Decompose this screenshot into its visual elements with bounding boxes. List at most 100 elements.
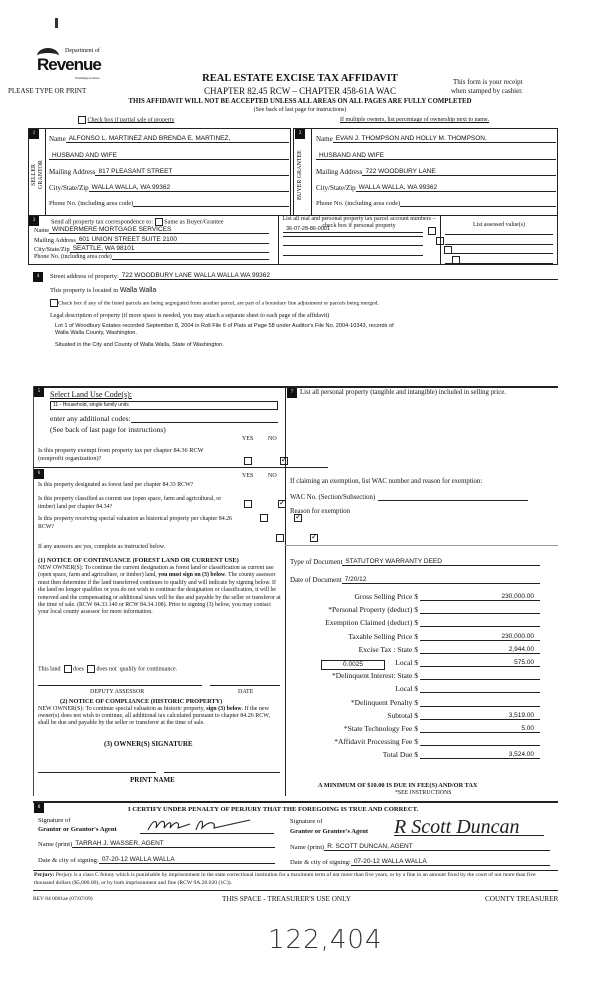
logo-state: Washington State [75,76,100,80]
assessed-value-input[interactable] [445,234,553,235]
corr-address[interactable]: 601 UNION STREET SUITE 2100 [75,236,269,244]
parcel-number[interactable] [283,245,423,246]
does-not-checkbox[interactable] [87,665,95,673]
fee-amount[interactable]: 2,944.00 [420,646,540,654]
seller-address[interactable]: 817 PLEASANT STREET [95,168,289,176]
assessor-sign-line[interactable] [38,685,202,686]
see-back-note: (See back of last page for instructions) [253,107,347,113]
buyer-phone[interactable] [400,206,556,207]
parcel-number[interactable]: 36-07-28-86-0001 [283,226,423,233]
doc-date[interactable]: 7/20/12 [341,576,540,584]
buyer-name[interactable]: EVAN J. THOMPSON AND HOLLY M. THOMPSON, [332,135,556,143]
property-street[interactable]: 722 WOODBURY LANE WALLA WALLA WA 99362 [118,272,558,280]
partial-sale[interactable]: Check box if partial sale of property [78,116,174,124]
does-checkbox[interactable] [63,665,72,673]
grantee-sig-label-2: Grantee or Grantee's Agent [290,828,369,835]
segregated-row: Check box if any of the listed parcels a… [50,299,379,307]
seller-name2-row: HUSBAND AND WIFE [49,152,289,160]
owner-signature-title: (3) OWNER(S) SIGNATURE [104,740,193,748]
grantee-signature[interactable]: R Scott Duncan [394,816,544,838]
question-yes-checkbox[interactable] [276,534,284,543]
assessed-value-input[interactable] [445,262,553,264]
fee-amount[interactable]: 230,000.00 [420,633,540,641]
form-subtitle: CHAPTER 82.45 RCW – CHAPTER 458-61A WAC [204,86,396,96]
grantor-name[interactable]: TARRAH J. WASSER, AGENT [72,840,275,848]
question-no-checkbox[interactable] [278,498,286,509]
seller-city[interactable]: WALLA WALLA, WA 99362 [88,184,289,192]
personal-property-checkbox[interactable] [436,236,444,245]
grantee-name-row: Name (print) R. SCOTT DUNCAN, AGENT [290,843,550,851]
question-yes-checkbox[interactable] [260,514,268,523]
fee-amount[interactable] [420,613,540,615]
notice-continuance-title: (1) NOTICE OF CONTINUANCE (FOREST LAND O… [38,557,239,564]
fee-row: Exemption Claimed (deduct) $ [300,618,540,628]
fee-amount[interactable]: 575.00 [420,659,540,667]
assessor-date-label: DATE [238,689,254,695]
question-no-checkbox[interactable] [310,532,318,543]
fee-row: *Delinquent Penalty $ [300,698,540,707]
segregated-checkbox[interactable] [50,299,58,307]
fee-amount[interactable] [420,705,540,707]
grantor-date[interactable]: 07-20-12 WALLA WALLA [98,856,275,864]
property-county[interactable]: Walla Walla [119,287,157,294]
grantee-sig-label-1: Signature of [290,818,323,825]
buyer-name-2[interactable]: HUSBAND AND WIFE [316,152,556,160]
minimum-note: A MINIMUM OF $10.00 IS DUE IN FEE(S) AND… [318,782,478,789]
seller-name[interactable]: ALFONSO L. MARTINEZ AND BRENDA E. MARTIN… [65,135,289,143]
section-6-divider [33,467,328,468]
parcel-number[interactable] [283,254,423,256]
doc-type[interactable]: STATUTORY WARRANTY DEED [342,558,540,566]
corr-city[interactable]: SEATTLE, WA 98101 [69,245,269,253]
additional-codes-input[interactable] [130,422,278,423]
fee-row: *Personal Property (deduct) $ [300,605,540,615]
grantee-name[interactable]: R. SCOTT DUNCAN, AGENT [324,843,550,851]
parcel-number[interactable] [283,235,423,237]
fee-row: *State Technology Fee $5.00 [300,724,540,733]
fee-amount[interactable]: 3,519.00 [420,712,540,720]
fee-amount[interactable]: 5.00 [420,725,540,733]
section-1-badge: 1 [29,129,39,139]
owner-sign-line[interactable] [38,772,156,773]
grantor-signature[interactable] [140,816,274,834]
fee-amount[interactable]: 230,000.00 [420,593,540,601]
seller-name-2[interactable]: HUSBAND AND WIFE [49,152,289,160]
fee-row: Subtotal $3,519.00 [300,711,540,720]
owner-print-line[interactable] [164,772,280,773]
fee-amount[interactable] [420,745,540,747]
buyer-city[interactable]: WALLA WALLA, WA 99362 [355,184,556,192]
fee-amount[interactable] [420,626,540,628]
buyer-name-row: Name EVAN J. THOMPSON AND HOLLY M. THOMPS… [316,135,556,143]
question-no-checkbox[interactable] [294,512,302,523]
section-7-badge: 7 [287,388,297,398]
grantee-date[interactable]: 07-20-12 WALLA WALLA [350,858,550,866]
assessor-date-line[interactable] [210,685,280,686]
fee-amount[interactable]: 3,524.00 [420,751,540,760]
wac-input[interactable] [378,500,529,501]
county-treasurer-label: COUNTY TREASURER [485,895,559,903]
personal-property-checkbox[interactable] [428,227,436,236]
corr-name[interactable]: WINDERMERE MORTGAGE SERVICES [49,226,269,234]
legal-label: Legal description of property (if more s… [50,313,330,319]
fee-amount[interactable] [420,679,540,681]
same-as-buyer-checkbox[interactable] [154,218,163,226]
corr-phone[interactable] [111,259,269,260]
fee-row: Gross Selling Price $230,000.00 [300,592,540,601]
fee-amount[interactable] [420,692,540,694]
seller-divider [45,128,46,216]
logo-main: Revenue [37,55,102,74]
perjury-top-line [33,870,558,871]
buyer-name2-row: HUSBAND AND WIFE [316,152,556,160]
buyer-city-row: City/State/Zip WALLA WALLA, WA 99362 [316,184,556,192]
assessed-value-input[interactable] [445,253,553,254]
exempt-yes-checkbox[interactable] [244,456,252,465]
local-rate-box[interactable]: 0.0025 [321,660,385,670]
question-yes-checkbox[interactable] [244,500,252,509]
exempt-no-checkbox[interactable] [279,455,288,465]
fee-row: *Affidavit Processing Fee $ [300,737,540,747]
seller-phone[interactable] [133,206,289,207]
buyer-address[interactable]: 722 WOODBURY LANE [362,168,556,176]
partial-sale-checkbox[interactable] [78,116,86,124]
assessed-value-input[interactable] [445,243,553,245]
land-use-select[interactable]: 11 - Household, single family units [50,401,278,410]
fee-label: Local $ [395,658,418,667]
